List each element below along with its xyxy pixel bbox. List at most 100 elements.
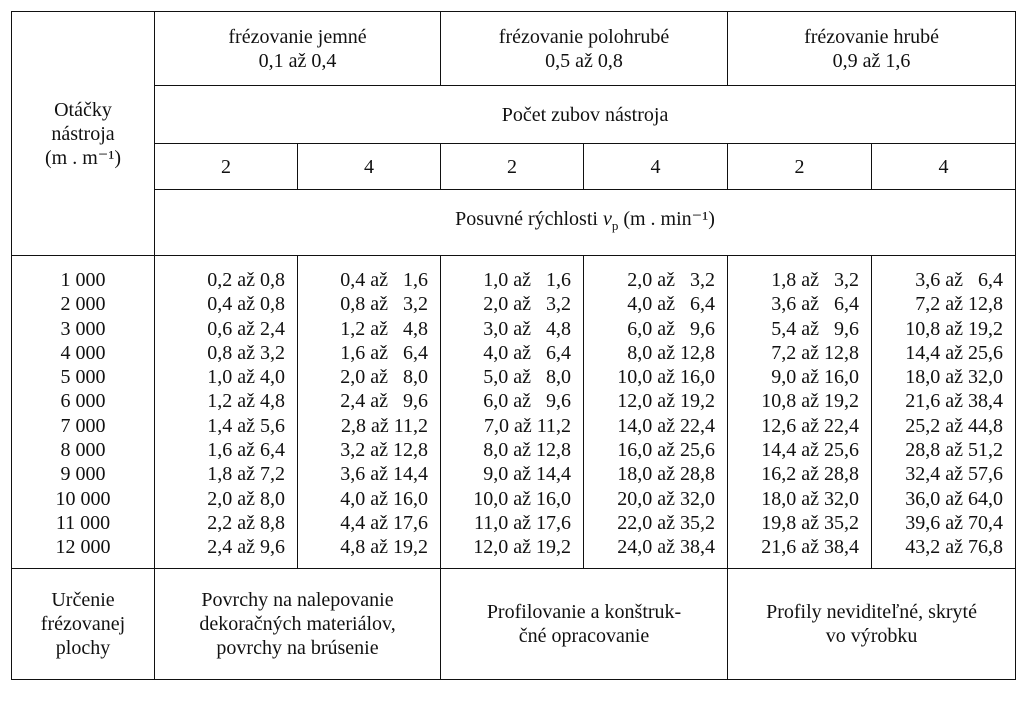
- feed-rate-col-1-row-8: 1,6 až 6,4: [207, 439, 285, 462]
- mode-medium-header: frézovanie polohrubé 0,5 až 0,8: [440, 11, 729, 86]
- feed-rate-symbol: v: [602, 208, 612, 230]
- usage-label-line-3: plochy: [55, 636, 111, 659]
- mode-medium-name: frézovanie polohrubé: [498, 25, 670, 48]
- feed-rate-col-1-row-2: 0,4 až 0,8: [207, 293, 285, 316]
- feed-rate-col-6-row-7: 25,2 až 44,8: [905, 414, 1004, 437]
- usage-fine-line-2: dekoračných materiálov,: [199, 612, 396, 635]
- feed-rate-col-4-row-10: 20,0 až 32,0: [617, 487, 716, 510]
- teeth-col-3: 2: [440, 143, 585, 190]
- feed-rate-col-1-row-4: 0,8 až 3,2: [207, 341, 285, 364]
- mode-fine-range: 0,1 až 0,4: [258, 49, 337, 72]
- mode-rough-header: frézovanie hrubé 0,9 až 1,6: [727, 11, 1017, 86]
- feed-rate-symbol-sub: p: [611, 218, 619, 233]
- rpm-value-row-2: 2 000: [60, 293, 106, 316]
- feed-rate-col-6-row-1: 3,6 až 6,4: [915, 269, 1004, 291]
- usage-fine-line-1: Povrchy na nalepovanie: [201, 588, 394, 611]
- usage-medium: Profilovanie a konštruk- čné opracovanie: [440, 567, 729, 680]
- rpm-value-row-9: 9 000: [60, 463, 106, 486]
- rpm-value-row-12: 12 000: [55, 536, 111, 559]
- feed-rate-col-1-row-7: 1,4 až 5,6: [207, 414, 285, 437]
- rpm-values-column: 1 000 2 000 3 000 4 000 5 000 6 000 7 000 8 000…: [11, 255, 155, 569]
- feed-rate-col-4-row-5: 10,0 až 16,0: [617, 366, 716, 389]
- rpm-value-row-6: 6 000: [60, 390, 106, 413]
- feed-rate-col-5-row-2: 3,6 až 6,4: [771, 293, 860, 316]
- mode-rough-range: 0,9 až 1,6: [832, 49, 911, 72]
- usage-medium-line-1: Profilovanie a konštruk-: [486, 600, 682, 623]
- feed-rate-col-4-row-2: 4,0 až 6,4: [627, 293, 716, 316]
- tooth-count-header: Počet zubov nástroja: [153, 85, 1017, 144]
- feed-rate-col-2-row-8: 3,2 až 12,8: [340, 439, 429, 462]
- feed-rate-col-5-row-12: 21,6 až 38,4: [761, 536, 860, 559]
- feed-rate-col-4-row-8: 16,0 až 25,6: [617, 439, 716, 462]
- feed-rate-col-6-row-8: 28,8 až 51,2: [905, 439, 1004, 462]
- feed-rate-col-4-row-11: 22,0 až 35,2: [617, 511, 716, 534]
- feed-rate-col-5-row-6: 10,8 až 19,2: [761, 390, 860, 413]
- rpm-value-row-7: 7 000: [60, 414, 106, 437]
- usage-label-line-2: frézovanej: [40, 612, 126, 635]
- feed-rate-col-1-row-6: 1,2 až 4,8: [207, 390, 285, 413]
- feed-rate-col-5-row-3: 5,4 až 9,6: [771, 317, 860, 340]
- feed-rate-col-3-row-1: 1,0 až 1,6: [483, 269, 572, 291]
- feed-rate-col-5-row-9: 16,2 až 28,8: [761, 463, 860, 486]
- feed-rate-col-3-row-10: 10,0 až 16,0: [473, 487, 572, 510]
- feed-rate-col-2-row-9: 3,6 až 14,4: [340, 463, 429, 486]
- feed-rate-col-1-row-11: 2,2 až 8,8: [207, 511, 285, 534]
- usage-fine: Povrchy na nalepovanie dekoračných mater…: [153, 567, 442, 680]
- feed-rate-col-2-row-4: 1,6 až 6,4: [340, 341, 429, 364]
- feed-rate-col-2-row-6: 2,4 až 9,6: [340, 390, 429, 413]
- teeth-col-4: 4: [583, 143, 729, 190]
- mode-fine-header: frézovanie jemné 0,1 až 0,4: [153, 11, 442, 86]
- usage-fine-line-3: povrchy na brúsenie: [216, 636, 379, 659]
- feed-rate-col-5-row-4: 7,2 až 12,8: [771, 341, 860, 364]
- feed-rate-col-4-row-7: 14,0 až 22,4: [617, 414, 716, 437]
- feed-rate-col-3-row-8: 8,0 až 12,8: [483, 439, 572, 462]
- feed-rate-col-3-row-3: 3,0 až 4,8: [483, 317, 572, 340]
- feed-rate-col-3-row-9: 9,0 až 14,4: [483, 463, 572, 486]
- feed-rate-col-1-row-5: 1,0 až 4,0: [207, 366, 285, 389]
- rpm-label-line-2: nástroja: [51, 122, 115, 145]
- usage-rough-line-2: vo výrobku: [825, 624, 918, 647]
- feed-rate-col-2-row-1: 0,4 až 1,6: [340, 269, 429, 291]
- feed-rate-col-3-row-2: 2,0 až 3,2: [483, 293, 572, 316]
- feed-rate-header: Posuvné rýchlosti vp (m . min⁻¹): [153, 189, 1017, 256]
- feed-rate-col-3-row-6: 6,0 až 9,6: [483, 390, 572, 413]
- medium-2-teeth-column: 1,0 až 1,6 2,0 až 3,2 3,0 až 4,8 4,0 až 6,4…: [440, 255, 585, 569]
- rpm-value-row-10: 10 000: [55, 487, 111, 510]
- medium-4-teeth-column: 2,0 až 3,2 4,0 až 6,4 6,0 až 9,6 8,0 až 12,…: [583, 255, 729, 569]
- usage-label: Určenie frézovanej plochy: [11, 567, 155, 680]
- feed-rate-col-1-row-9: 1,8 až 7,2: [207, 463, 285, 486]
- feed-rate-col-4-row-12: 24,0 až 38,4: [617, 536, 716, 559]
- feed-rate-col-6-row-9: 32,4 až 57,6: [905, 463, 1004, 486]
- feed-rate-col-4-row-9: 18,0 až 28,8: [617, 463, 716, 486]
- feed-rate-col-2-row-5: 2,0 až 8,0: [340, 366, 429, 389]
- feed-rate-col-3-row-12: 12,0 až 19,2: [473, 536, 572, 559]
- mode-rough-name: frézovanie hrubé: [804, 25, 939, 48]
- feed-rate-col-6-row-12: 43,2 až 76,8: [905, 536, 1004, 559]
- feed-rate-col-6-row-6: 21,6 až 38,4: [905, 390, 1004, 413]
- feed-rate-label: Posuvné rýchlosti: [455, 208, 598, 230]
- rpm-value-row-5: 5 000: [60, 366, 106, 389]
- rough-2-teeth-column: 1,8 až 3,2 3,6 až 6,4 5,4 až 9,6 7,2 až 12,…: [727, 255, 873, 569]
- teeth-col-5: 2: [727, 143, 873, 190]
- feed-rate-col-5-row-11: 19,8 až 35,2: [761, 511, 860, 534]
- rough-4-teeth-column: 3,6 až 6,4 7,2 až 12,8 10,8 až 19,2 14,4 až…: [871, 255, 1017, 569]
- feed-rate-col-2-row-7: 2,8 až 11,2: [341, 414, 429, 437]
- feed-rate-unit: (m . min⁻¹): [623, 208, 715, 230]
- feed-rate-col-2-row-2: 0,8 až 3,2: [340, 293, 429, 316]
- feed-rate-col-3-row-11: 11,0 až 17,6: [474, 511, 572, 534]
- feed-rate-col-2-row-12: 4,8 až 19,2: [340, 536, 429, 559]
- rpm-value-row-8: 8 000: [60, 439, 106, 462]
- rpm-value-row-4: 4 000: [60, 341, 106, 364]
- usage-rough: Profily neviditeľné, skryté vo výrobku: [727, 567, 1017, 680]
- teeth-col-2: 4: [296, 143, 442, 190]
- feed-rate-col-1-row-10: 2,0 až 8,0: [207, 487, 285, 510]
- usage-rough-line-1: Profily neviditeľné, skryté: [766, 600, 977, 623]
- teeth-col-6: 4: [871, 143, 1017, 190]
- feed-rate-col-2-row-10: 4,0 až 16,0: [340, 487, 429, 510]
- feed-rate-col-3-row-4: 4,0 až 6,4: [483, 341, 572, 364]
- feed-rate-col-4-row-1: 2,0 až 3,2: [627, 269, 716, 291]
- feed-rate-col-6-row-3: 10,8 až 19,2: [905, 317, 1004, 340]
- usage-label-line-1: Určenie: [51, 588, 115, 611]
- feed-rate-col-5-row-1: 1,8 až 3,2: [771, 269, 860, 291]
- feed-rate-col-4-row-4: 8,0 až 12,8: [627, 341, 716, 364]
